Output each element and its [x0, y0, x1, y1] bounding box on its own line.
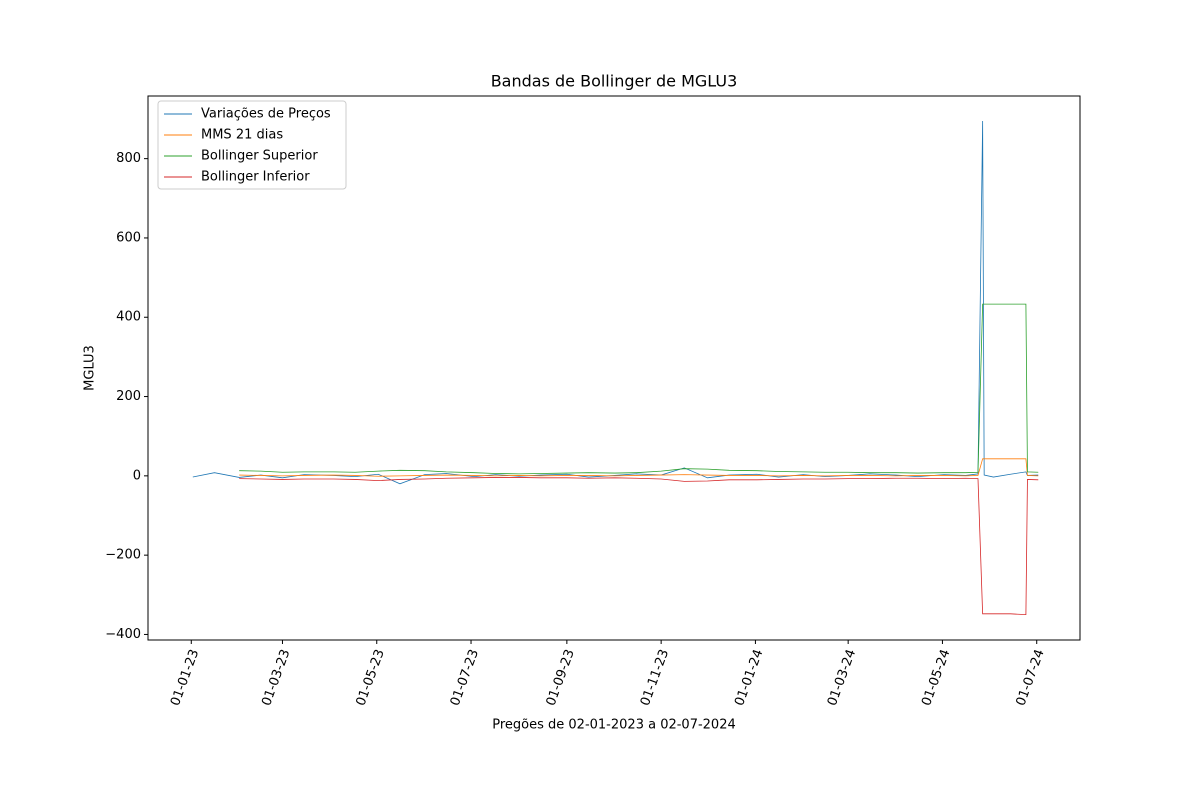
legend-box — [157, 100, 347, 190]
chart-title: Bandas de Bollinger de MGLU3 — [491, 72, 738, 91]
y-tick-label: −200 — [105, 548, 141, 563]
x-tick-label: 01-03-24 — [825, 647, 859, 708]
x-tick-label: 01-01-23 — [168, 647, 202, 708]
x-tick-label: 01-11-23 — [638, 647, 672, 708]
x-axis-label: Pregões de 02-01-2023 a 02-07-2024 — [492, 718, 736, 733]
series-line — [239, 458, 1039, 477]
y-axis-label: MGLU3 — [83, 345, 98, 391]
y-tick-label: 0 — [133, 468, 141, 483]
x-tick-label: 01-03-23 — [259, 647, 293, 708]
series-line — [239, 477, 1039, 616]
y-tick-label: 400 — [116, 310, 141, 325]
y-tick-label: 200 — [116, 389, 141, 404]
series-line — [192, 120, 1039, 485]
plot-frame — [147, 95, 1081, 641]
y-tick-label: 800 — [116, 151, 141, 166]
x-tick-label: 01-05-24 — [919, 647, 953, 708]
legend-label: Bollinger Inferior — [201, 170, 310, 185]
x-tick-label: 01-07-24 — [1013, 647, 1047, 708]
series-line — [239, 303, 1039, 475]
y-tick-label: 600 — [116, 230, 141, 245]
x-tick-label: 01-01-24 — [732, 647, 766, 708]
x-tick-label: 01-07-23 — [448, 647, 482, 708]
legend-label: Bollinger Superior — [201, 149, 318, 164]
legend-label: MMS 21 dias — [201, 128, 283, 143]
x-tick-label: 01-05-23 — [354, 647, 388, 708]
legend-label: Variações de Preços — [201, 107, 331, 122]
x-tick-label: 01-09-23 — [544, 647, 578, 708]
y-tick-label: −400 — [105, 627, 141, 642]
